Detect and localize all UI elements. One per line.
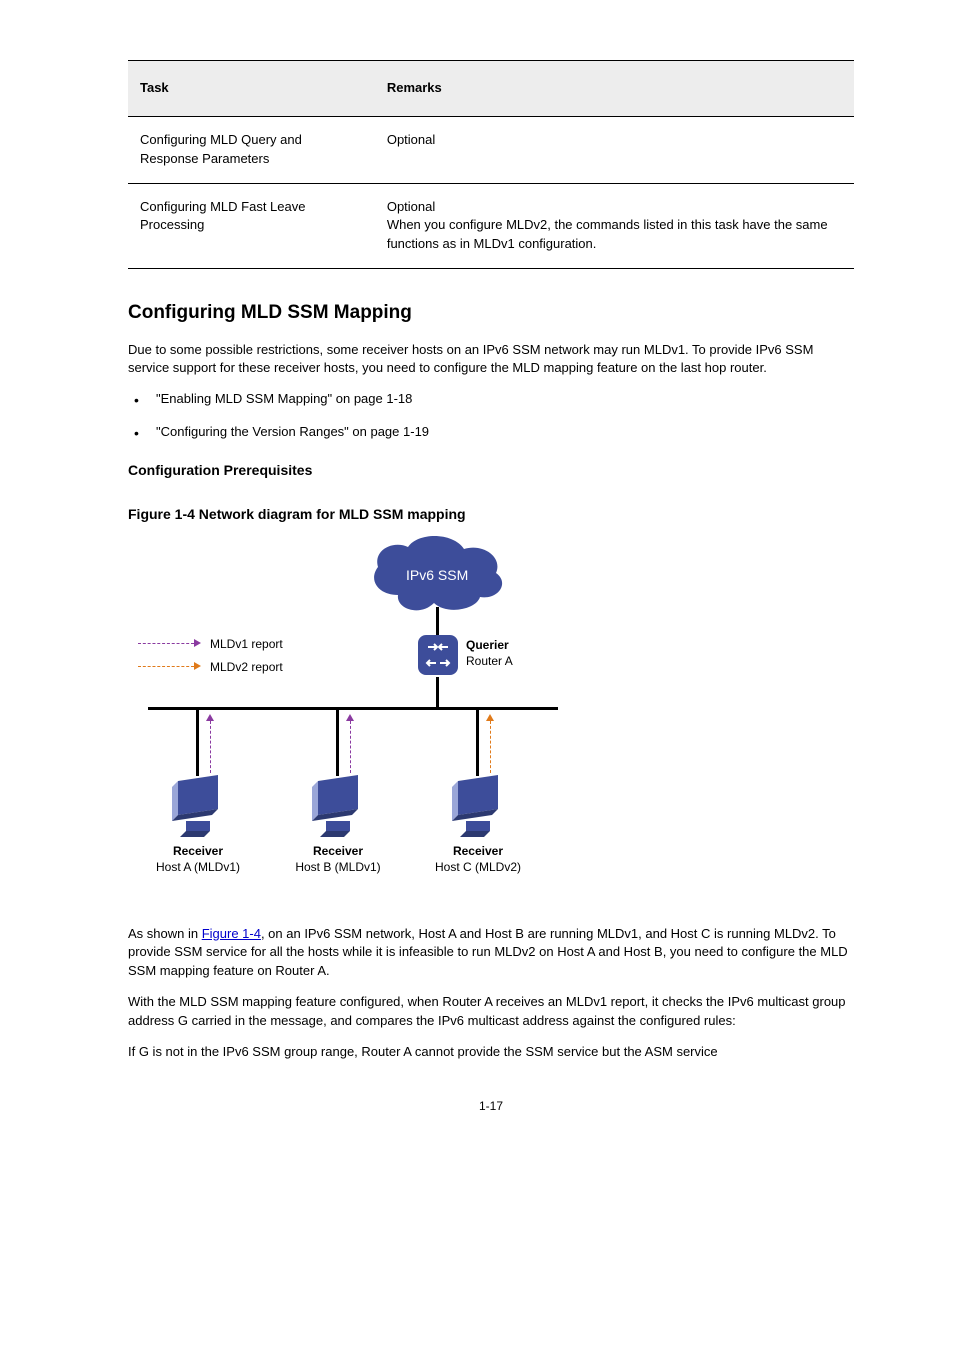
para-text: As shown in (128, 926, 202, 941)
table-col-task: Task (128, 61, 375, 117)
table-cell-remarks: Optional (375, 116, 854, 183)
list-item: "Enabling MLD SSM Mapping" on page 1-18 (128, 390, 854, 409)
router-label-bold: Querier (466, 637, 509, 654)
host-icon (308, 775, 368, 837)
report-arrow (490, 721, 491, 773)
table-cell-task: Configuring MLD Fast Leave Processing (128, 183, 375, 269)
host-icon (168, 775, 228, 837)
report-arrow (210, 721, 211, 773)
page-number: 1-17 (128, 1098, 854, 1115)
connector-line (436, 607, 439, 635)
host-label: Host C (MLDv2) (418, 859, 538, 876)
table-row: Configuring MLD Fast Leave Processing Op… (128, 183, 854, 269)
host-label-bold: Receiver (278, 843, 398, 860)
host-label: Host A (MLDv1) (138, 859, 258, 876)
bullet-list: "Enabling MLD SSM Mapping" on page 1-18 … (128, 390, 854, 442)
para-mapping-2: If G is not in the IPv6 SSM group range,… (128, 1043, 854, 1062)
legend-arrow-mldv1 (138, 643, 194, 644)
figure-caption: Figure 1-4 Network diagram for MLD SSM m… (128, 504, 854, 524)
network-diagram: IPv6 SSM Querier Router A MLDv1 report (138, 535, 618, 905)
connector-line (476, 710, 479, 776)
arrowhead-icon (194, 639, 201, 647)
para-intro: Due to some possible restrictions, some … (128, 341, 854, 379)
arrowhead-icon (206, 714, 214, 721)
connector-line (336, 710, 339, 776)
para-mapping-1: With the MLD SSM mapping feature configu… (128, 993, 854, 1031)
subsection-title: Configuration Prerequisites (128, 460, 854, 480)
list-item: "Configuring the Version Ranges" on page… (128, 423, 854, 442)
table-cell-remarks: Optional When you configure MLDv2, the c… (375, 183, 854, 269)
section-title: Configuring MLD SSM Mapping (128, 299, 854, 327)
para-after-figure: As shown in Figure 1-4, on an IPv6 SSM n… (128, 925, 854, 982)
arrowhead-icon (194, 662, 201, 670)
legend-label-mldv1: MLDv1 report (210, 636, 283, 653)
router-icon (416, 633, 460, 677)
figure-link[interactable]: Figure 1-4 (202, 926, 261, 941)
arrowhead-icon (346, 714, 354, 721)
arrowhead-icon (486, 714, 494, 721)
cloud-label: IPv6 SSM (406, 565, 468, 585)
bus-line (148, 707, 558, 710)
connector-line (436, 677, 439, 707)
task-table: Task Remarks Configuring MLD Query and R… (128, 60, 854, 269)
table-cell-task: Configuring MLD Query and Response Param… (128, 116, 375, 183)
legend-label-mldv2: MLDv2 report (210, 659, 283, 676)
legend-arrow-mldv2 (138, 666, 194, 667)
report-arrow (350, 721, 351, 773)
table-row: Configuring MLD Query and Response Param… (128, 116, 854, 183)
connector-line (196, 710, 199, 776)
host-label-bold: Receiver (418, 843, 538, 860)
host-label-bold: Receiver (138, 843, 258, 860)
table-col-remarks: Remarks (375, 61, 854, 117)
host-icon (448, 775, 508, 837)
router-label: Router A (466, 653, 513, 670)
host-label: Host B (MLDv1) (278, 859, 398, 876)
